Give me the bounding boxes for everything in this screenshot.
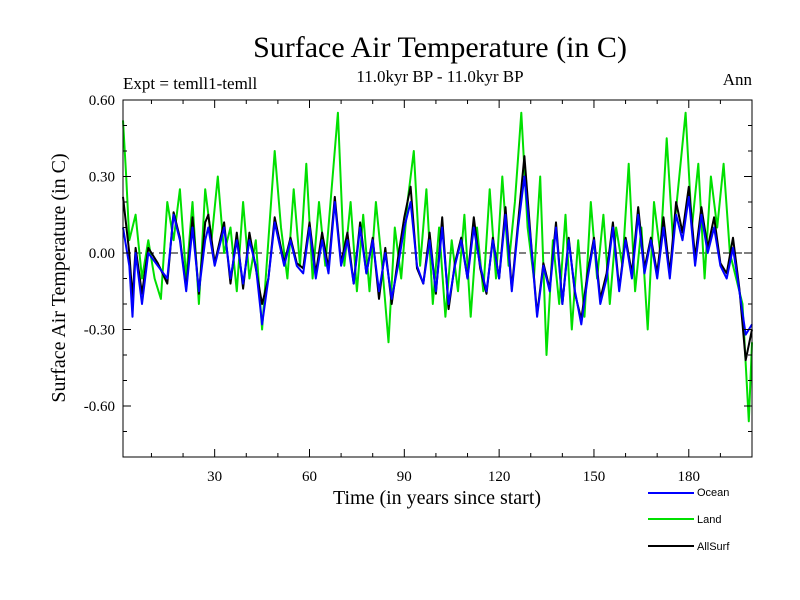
x-tick-label: 90 — [397, 469, 412, 485]
y-tick-label: -0.30 — [84, 323, 115, 339]
x-tick-label: 60 — [302, 469, 317, 485]
chart-title: Surface Air Temperature (in C) — [253, 31, 627, 64]
legend-label-land: Land — [697, 514, 721, 526]
season-label: Ann — [723, 70, 753, 89]
legend-label-allsurf: AllSurf — [697, 541, 730, 553]
x-tick-label: 120 — [488, 469, 511, 485]
plot-area — [122, 111, 753, 423]
y-axis-title: Surface Air Temperature (in C) — [48, 153, 70, 402]
x-tick-label: 180 — [678, 469, 701, 485]
y-tick-label: 0.60 — [89, 93, 115, 109]
experiment-label: Expt = temll1-temll — [123, 74, 258, 93]
y-tick-label: 0.00 — [89, 246, 115, 262]
legend-label-ocean: Ocean — [697, 487, 729, 499]
y-tick-label: -0.60 — [84, 399, 115, 415]
y-tick-label: 0.30 — [89, 170, 115, 186]
chart-subtitle: 11.0kyr BP - 11.0kyr BP — [356, 67, 523, 86]
series-line-land — [122, 111, 753, 423]
x-axis-title: Time (in years since start) — [333, 487, 541, 509]
axis-ticks: 0.60 0.30 0.00 -0.30 -0.60 30 60 90 120 150 180 — [84, 93, 752, 485]
x-tick-label: 30 — [207, 469, 222, 485]
x-tick-label: 150 — [583, 469, 606, 485]
legend-item-land: Land — [648, 514, 721, 526]
legend-item-allsurf: AllSurf — [648, 541, 730, 553]
series-line-ocean — [122, 175, 753, 336]
legend: Ocean Land AllSurf — [648, 487, 730, 553]
legend-item-ocean: Ocean — [648, 487, 729, 499]
